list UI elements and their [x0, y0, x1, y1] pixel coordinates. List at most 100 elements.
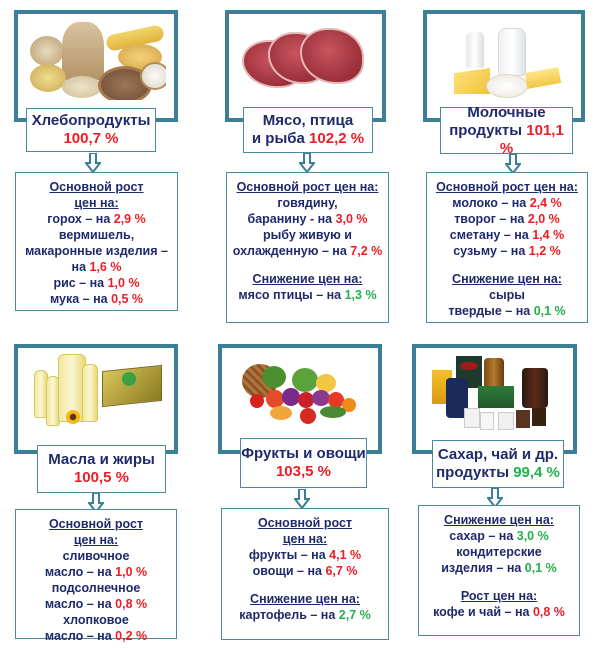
product-text: масло – на	[44, 597, 116, 611]
section-header: Снижение цен на:	[252, 272, 363, 286]
product-text: горох – на	[47, 212, 114, 226]
product-text: овощи – на	[252, 564, 326, 578]
change-value: 3,0 %	[516, 529, 549, 543]
price-change-item: баранину - на 3,0 %	[227, 211, 388, 227]
change-value: 6,7 %	[325, 564, 358, 578]
product-text: макаронные изделия –	[25, 244, 168, 258]
change-value: 1,4 %	[532, 228, 565, 242]
product-text: мясо птицы – на	[238, 288, 345, 302]
change-value: 0,5 %	[111, 292, 144, 306]
section-header: цен на:	[282, 532, 328, 546]
price-index: 99,4 %	[513, 464, 560, 481]
price-change-item: охлажденную – на 7,2 %	[227, 243, 388, 259]
price-change-item: горох – на 2,9 %	[16, 211, 177, 227]
price-change-item: на 1,6 %	[16, 259, 177, 275]
spacer	[419, 576, 579, 588]
section-header: Основной рост	[48, 517, 144, 531]
price-change-item: сахар – на 3,0 %	[419, 528, 579, 544]
price-index: 100,7 %	[63, 130, 119, 147]
product-text: сахар – на	[449, 529, 517, 543]
price-change-item: твердые – на 0,1 %	[427, 303, 587, 319]
change-value: 0,8 %	[115, 597, 148, 611]
change-value: 4,1 %	[329, 548, 362, 562]
price-change-item: картофель – на 2,7 %	[222, 607, 388, 623]
product-text: масло – на	[44, 565, 116, 579]
down-arrow-icon	[487, 488, 503, 508]
section-header: цен на:	[73, 533, 119, 547]
spacer	[222, 579, 388, 591]
price-change-item: фрукты – на 4,1 %	[222, 547, 388, 563]
category-label: Мясо, птица и рыба 102,2 %	[243, 107, 373, 153]
change-value: 7,2 %	[350, 244, 383, 258]
price-change-item: масло – на 1,0 %	[16, 564, 176, 580]
product-text: твердые – на	[448, 304, 534, 318]
section-header: Основной рост	[257, 516, 353, 530]
price-change-item: мясо птицы – на 1,3 %	[227, 287, 388, 303]
price-index: 100,5 %	[73, 469, 130, 486]
product-text: масло – на	[44, 629, 116, 643]
product-text: хлопковое	[63, 613, 129, 627]
category-name: Молочные	[467, 103, 546, 121]
category-name: Хлебопродукты	[31, 112, 151, 129]
price-index: 103,5 %	[275, 463, 332, 480]
grain-products-photo-icon	[28, 22, 166, 100]
change-value: 1,2 %	[528, 244, 561, 258]
product-text: сливочное	[62, 549, 130, 563]
sugar-tea-coffee-photo-icon	[432, 356, 552, 436]
dairy-products-photo-icon	[452, 28, 568, 100]
category-label: Фрукты и овощи 103,5 %	[240, 438, 367, 488]
down-arrow-icon	[505, 154, 521, 174]
oils-and-fats-photo-icon	[34, 354, 164, 434]
product-text: охлажденную – на	[232, 244, 351, 258]
down-arrow-icon	[299, 153, 315, 173]
category-label: Хлебопродукты 100,7 %	[26, 108, 156, 152]
product-text: подсолнечное	[51, 581, 141, 595]
product-text: творог – на	[454, 212, 528, 226]
info-box: Основной рост цен на: фрукты – на 4,1 % ово…	[221, 508, 389, 640]
price-change-item: изделия – на 0,1 %	[419, 560, 579, 576]
product-text: говядину,	[277, 196, 338, 210]
change-value: 2,0 %	[527, 212, 560, 226]
category-label: Молочные продукты 101,1 %	[440, 103, 573, 157]
product-text: кондитерские	[456, 545, 542, 559]
price-change-item: сметану – на 1,4 %	[427, 227, 587, 243]
price-change-item: масло – на 0,2 %	[16, 628, 176, 644]
section-header: Снижение цен на:	[444, 513, 554, 527]
meat-photo-icon	[238, 22, 376, 94]
product-text: картофель – на	[239, 608, 339, 622]
section-header: Снижение цен на:	[452, 272, 562, 286]
section-header: цен на:	[74, 196, 119, 210]
change-value: 0,8 %	[532, 605, 565, 619]
product-text: баранину - на	[247, 212, 336, 226]
price-change-item: овощи – на 6,7 %	[222, 563, 388, 579]
change-value: 2,9 %	[113, 212, 146, 226]
spacer	[227, 259, 388, 271]
product-text: молоко – на	[452, 196, 530, 210]
price-change-item: творог – на 2,0 %	[427, 211, 587, 227]
product-text: рыбу живую и	[263, 228, 352, 242]
change-value: 2,7 %	[338, 608, 371, 622]
category-label: Сахар, чай и др. продукты 99,4 %	[432, 440, 564, 488]
change-value: 1,0 %	[107, 276, 140, 290]
down-arrow-icon	[88, 493, 104, 513]
category-name: Масла и жиры	[48, 451, 155, 468]
product-text: кофе и чай – на	[433, 605, 533, 619]
price-change-item: сузьму – на 1,2 %	[427, 243, 587, 259]
product-text: вермишель,	[58, 228, 135, 242]
change-value: 1,0 %	[115, 565, 148, 579]
product-text: мука – на	[49, 292, 112, 306]
category-name: Фрукты и овощи	[241, 445, 366, 462]
section-header: Основной рост	[49, 180, 144, 194]
change-value: 0,1 %	[533, 304, 566, 318]
section-header: Основной рост цен на:	[436, 180, 578, 194]
change-value: 2,4 %	[529, 196, 562, 210]
section-header: Рост цен на:	[460, 589, 538, 603]
info-box: Основной рост цен на: сливочное масло – на …	[15, 509, 177, 643]
price-change-item: кофе и чай – на 0,8 %	[419, 604, 579, 620]
price-change-item: мука – на 0,5 %	[16, 291, 177, 307]
product-text: сузьму – на	[453, 244, 529, 258]
price-change-item: масло – на 0,8 %	[16, 596, 176, 612]
change-value: 0,1 %	[524, 561, 557, 575]
product-text: на	[71, 260, 90, 274]
category-label: Масла и жиры 100,5 %	[37, 445, 166, 493]
